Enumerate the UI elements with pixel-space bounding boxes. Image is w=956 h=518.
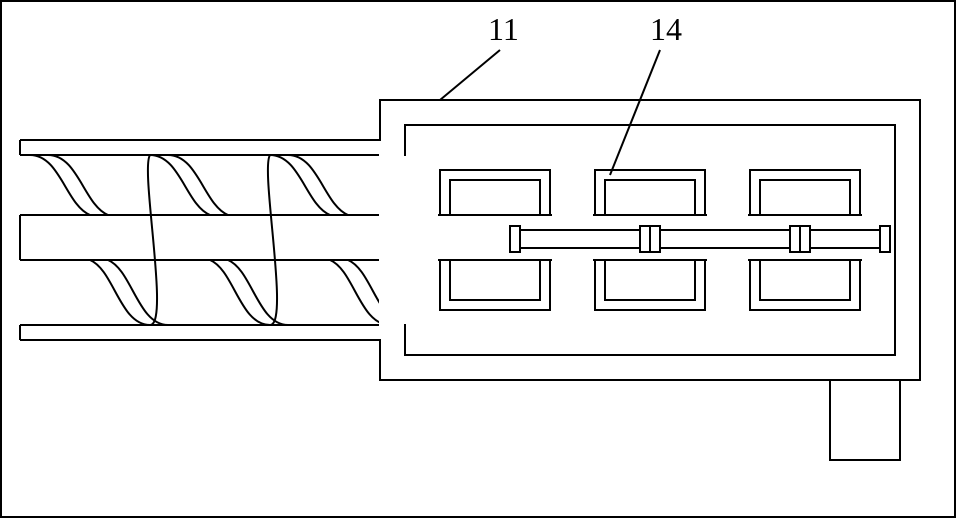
left-tube bbox=[20, 140, 405, 340]
leader-11 bbox=[440, 50, 500, 100]
helix bbox=[30, 155, 408, 325]
label-14: 14 bbox=[650, 11, 682, 47]
outlet bbox=[830, 380, 900, 460]
label-11: 11 bbox=[488, 11, 519, 47]
